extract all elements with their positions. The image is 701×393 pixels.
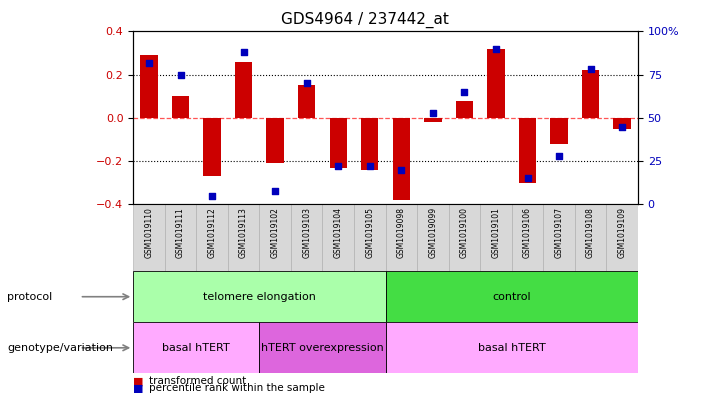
Bar (606, 204, 638, 271)
Bar (424, 118, 442, 122)
Text: GSM1019100: GSM1019100 (460, 207, 469, 258)
Bar (354, 204, 386, 271)
Text: protocol: protocol (7, 292, 53, 302)
Bar (613, 118, 631, 129)
Bar (550, 118, 568, 144)
Bar (575, 204, 606, 271)
Point (207, 193, 218, 199)
Text: GSM1019104: GSM1019104 (334, 207, 343, 258)
Point (491, 46, 502, 52)
Bar (203, 118, 221, 176)
Point (365, 163, 376, 169)
Point (269, 187, 280, 194)
Point (427, 110, 439, 116)
Point (617, 123, 628, 130)
Text: basal hTERT: basal hTERT (163, 343, 230, 353)
Text: genotype/variation: genotype/variation (7, 343, 113, 353)
Text: GSM1019111: GSM1019111 (176, 207, 185, 258)
Bar (386, 322, 638, 373)
Text: control: control (492, 292, 531, 302)
Text: GSM1019107: GSM1019107 (554, 207, 564, 258)
Point (144, 59, 155, 66)
Text: basal hTERT: basal hTERT (478, 343, 545, 353)
Bar (487, 49, 505, 118)
Bar (361, 118, 379, 170)
Bar (519, 118, 536, 183)
Point (238, 49, 250, 55)
Text: GSM1019101: GSM1019101 (491, 207, 501, 258)
Point (332, 163, 343, 169)
Text: ■: ■ (133, 383, 147, 393)
Bar (291, 204, 322, 271)
Point (585, 66, 596, 73)
Text: GSM1019103: GSM1019103 (302, 207, 311, 258)
Point (459, 89, 470, 95)
Bar (393, 118, 410, 200)
Text: transformed count: transformed count (149, 376, 246, 386)
Point (301, 80, 313, 86)
Text: GSM1019102: GSM1019102 (271, 207, 280, 258)
Bar (449, 204, 480, 271)
Bar (133, 271, 386, 322)
Bar (543, 204, 575, 271)
Bar (417, 204, 449, 271)
Text: GSM1019098: GSM1019098 (397, 207, 406, 258)
Text: ■: ■ (133, 376, 147, 386)
Point (554, 153, 565, 159)
Bar (196, 204, 228, 271)
Bar (228, 204, 259, 271)
Text: telomere elongation: telomere elongation (203, 292, 316, 302)
Point (395, 167, 407, 173)
Point (175, 72, 186, 78)
Text: GDS4964 / 237442_at: GDS4964 / 237442_at (280, 12, 449, 28)
Text: hTERT overexpression: hTERT overexpression (261, 343, 384, 353)
Text: GSM1019099: GSM1019099 (428, 207, 437, 258)
Bar (322, 204, 354, 271)
Bar (329, 118, 347, 167)
Text: GSM1019109: GSM1019109 (618, 207, 627, 258)
Bar (133, 204, 165, 271)
Text: percentile rank within the sample: percentile rank within the sample (149, 383, 325, 393)
Text: GSM1019105: GSM1019105 (365, 207, 374, 258)
Text: GSM1019110: GSM1019110 (144, 207, 154, 258)
Bar (165, 204, 196, 271)
Bar (582, 70, 599, 118)
Bar (386, 271, 638, 322)
Text: GSM1019106: GSM1019106 (523, 207, 532, 258)
Bar (512, 204, 543, 271)
Bar (480, 204, 512, 271)
Bar (133, 322, 259, 373)
Bar (140, 55, 158, 118)
Bar (259, 204, 291, 271)
Text: GSM1019112: GSM1019112 (207, 207, 217, 258)
Bar (386, 204, 417, 271)
Bar (172, 96, 189, 118)
Bar (266, 118, 284, 163)
Bar (456, 101, 473, 118)
Text: GSM1019108: GSM1019108 (586, 207, 595, 258)
Bar (259, 322, 386, 373)
Point (522, 175, 533, 182)
Bar (298, 85, 315, 118)
Text: GSM1019113: GSM1019113 (239, 207, 248, 258)
Bar (235, 62, 252, 118)
